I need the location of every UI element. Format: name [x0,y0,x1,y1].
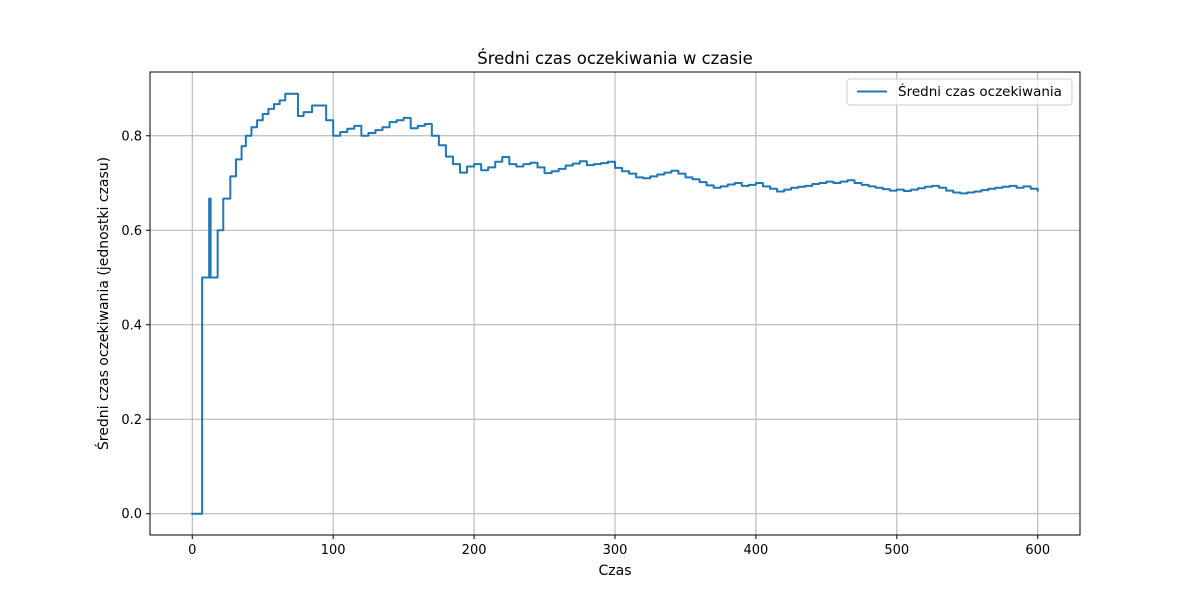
legend-entry-label: Średni czas oczekiwania [898,82,1062,100]
chart-title: Średni czas oczekiwania w czasie [477,49,753,68]
x-tick-label: 600 [1025,543,1050,558]
x-tick-label: 400 [743,543,768,558]
legend: Średni czas oczekiwania [846,78,1073,106]
x-tick-label: 500 [884,543,909,558]
x-tick-label: 0 [188,543,196,558]
x-axis-label: Czas [599,563,632,579]
x-axis-ticks: 0 100 200 300 400 500 600 [188,535,1050,558]
x-tick-label: 200 [462,543,487,558]
x-tick-label: 300 [603,543,628,558]
y-tick-label: 0.2 [121,413,142,428]
y-axis-label: Średni czas oczekiwania (jednostki czasu… [94,157,112,450]
series-layer [191,92,1039,515]
series-line [191,92,1039,515]
x-tick-label: 100 [321,543,346,558]
y-tick-label: 0.8 [121,129,142,144]
y-axis-ticks: 0.0 0.2 0.4 0.6 0.8 [121,129,150,522]
legend-box [846,78,1073,106]
y-tick-label: 0.6 [121,224,142,239]
y-tick-label: 0.0 [121,507,142,522]
y-tick-label: 0.4 [121,318,142,333]
grid [150,72,1080,535]
